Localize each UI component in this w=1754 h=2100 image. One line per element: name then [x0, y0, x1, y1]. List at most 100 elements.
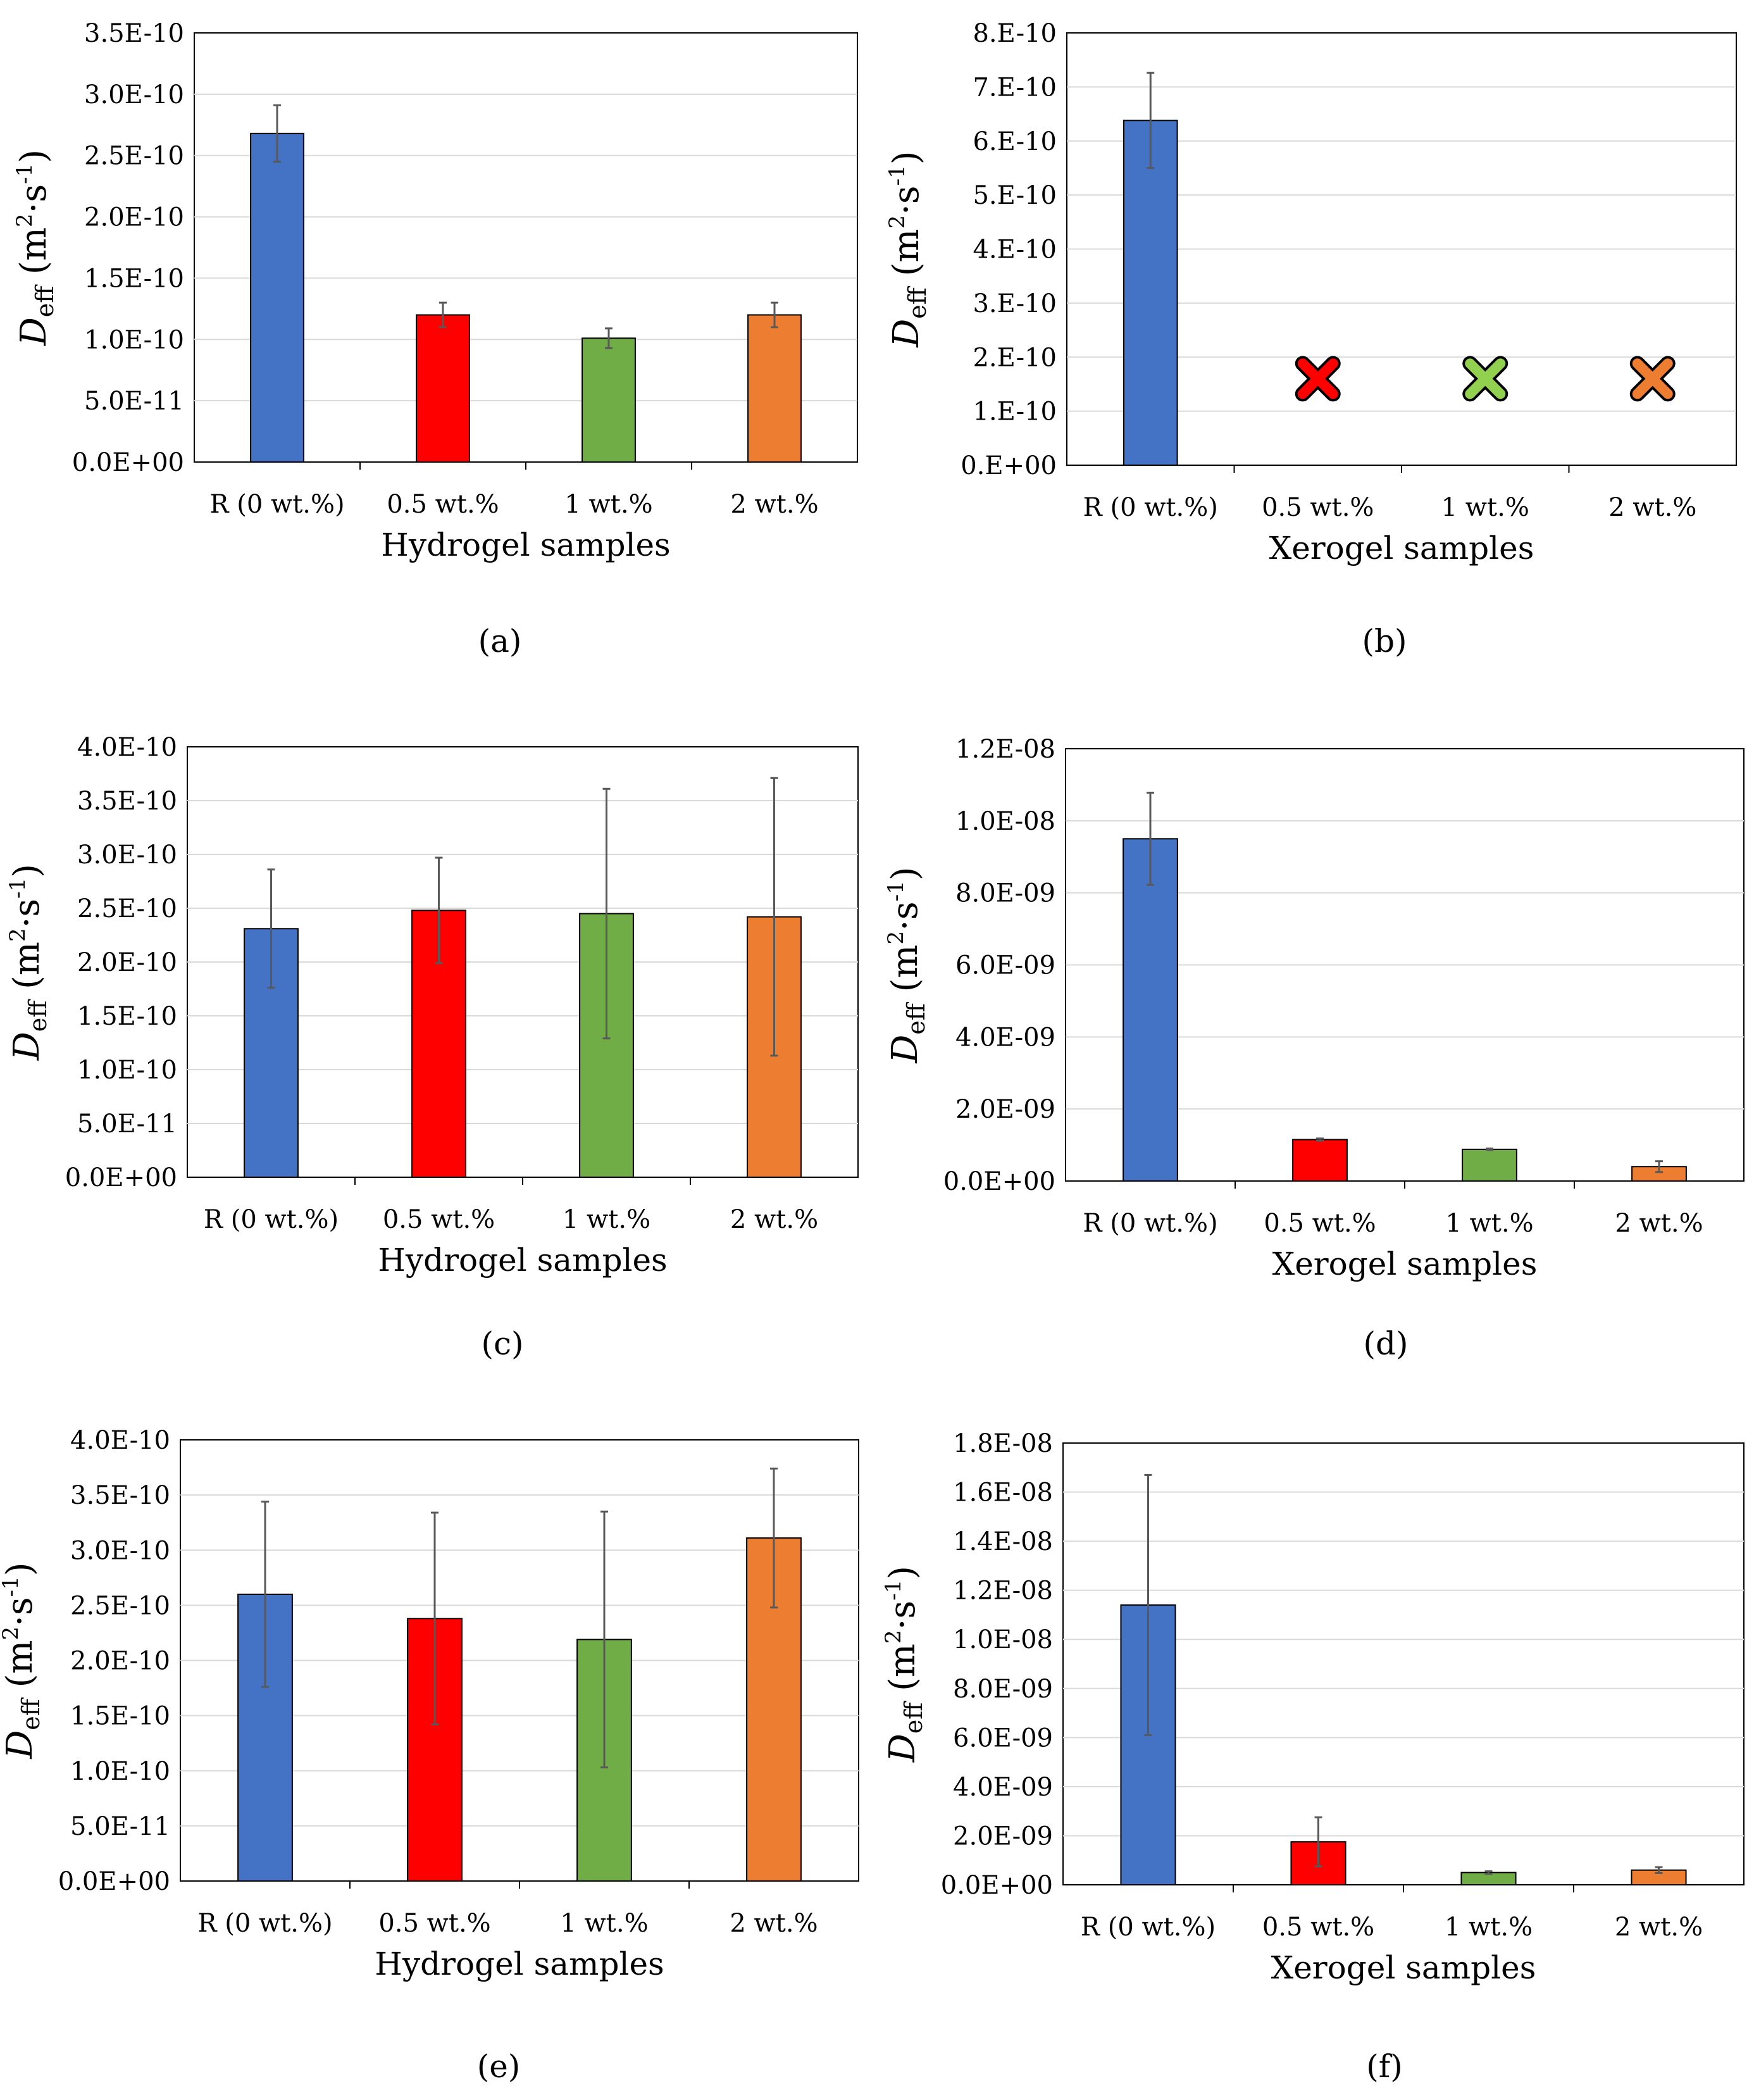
bar: [1462, 1148, 1517, 1182]
y-axis-title-main: D: [0, 1730, 40, 1759]
y-axis-title-unit-open: (m: [13, 227, 54, 286]
bar: [1123, 838, 1178, 1182]
y-tick-label: 1.2E-08: [953, 1577, 1053, 1606]
y-axis-title-sup1: 2: [881, 1630, 906, 1644]
y-axis-title-sub: eff: [17, 1697, 45, 1730]
y-tick-label: 1.2E-08: [955, 735, 1055, 764]
y-tick-label: 2.E-10: [973, 343, 1057, 372]
y-axis-title: Deff (m2·s-1): [12, 149, 59, 346]
panel-caption: (c): [481, 1325, 523, 1362]
y-tick-label: 1.0E-08: [953, 1625, 1053, 1654]
y-tick-label: 1.0E-10: [70, 1757, 170, 1786]
panel-b: 0.E+00 1.E-10 2.E-10 3.E-10 4.E-10 5.E-10 6.E-…: [885, 19, 1737, 659]
x-marker: [1297, 358, 1338, 399]
y-axis-title: Deff (m2·s-1): [0, 1562, 45, 1759]
x-tick-label: 1 wt.%: [564, 490, 652, 519]
bar: [1292, 1139, 1348, 1182]
x-axis-title: Xerogel samples: [1271, 1949, 1536, 1986]
y-axis-title-unit-mid: ·s: [882, 1601, 923, 1630]
y-axis-title-sup1: 2: [5, 928, 30, 942]
x-tick-label: 0.5 wt.%: [1262, 1913, 1374, 1942]
x-tick-label: 1 wt.%: [563, 1205, 650, 1234]
x-tick-label: 2 wt.%: [730, 490, 818, 519]
y-tick-label: 2.0E-10: [77, 948, 177, 977]
x-tick-label: 2 wt.%: [730, 1205, 818, 1234]
y-tick-label: 3.0E-10: [77, 841, 177, 870]
y-axis-title-sub: eff: [904, 285, 931, 318]
x-axis-title: Hydrogel samples: [375, 1946, 664, 1982]
y-tick-label: 8.0E-09: [955, 879, 1055, 908]
y-axis-title-unit-close: ): [886, 151, 927, 165]
y-axis-title-sup2: -1: [885, 165, 910, 185]
y-axis-title-unit-close: ): [882, 1566, 923, 1580]
plot-area: [1062, 1442, 1745, 1885]
y-tick-label: 4.0E-10: [70, 1426, 170, 1455]
y-tick-label: 2.5E-10: [84, 142, 184, 171]
bar: [582, 337, 636, 463]
y-tick-label: 5.0E-11: [84, 387, 184, 416]
y-axis-title: Deff (m2·s-1): [5, 864, 52, 1061]
x-marker: [1465, 358, 1506, 399]
x-tick-label: R (0 wt.%): [204, 1205, 339, 1234]
y-tick-label: 1.6E-08: [953, 1478, 1053, 1508]
y-axis-title-sub: eff: [24, 999, 52, 1032]
y-tick-label: 1.8E-08: [953, 1429, 1053, 1458]
y-tick-label: 4.0E-09: [955, 1023, 1055, 1052]
x-tick-label: 0.5 wt.%: [387, 490, 499, 519]
y-axis-title-unit-mid: ·s: [0, 1597, 40, 1627]
x-tick-label: 0.5 wt.%: [378, 1909, 490, 1938]
y-axis-title-sub: eff: [902, 1001, 930, 1034]
y-axis-title-unit-close: ): [13, 149, 54, 163]
y-axis-title-sub: eff: [900, 1701, 928, 1734]
x-tick-label: 1 wt.%: [1445, 1913, 1533, 1942]
y-axis-title-main: D: [885, 1035, 926, 1064]
y-axis-title-sub: eff: [31, 284, 59, 317]
panel-caption: (e): [477, 2048, 521, 2085]
panel-c: 0.0E+00 5.0E-11 1.0E-10 1.5E-10 2.0E-10 2.5E-…: [5, 733, 859, 1362]
y-tick-label: 0.0E+00: [65, 1163, 177, 1192]
y-tick-label: 1.0E-10: [77, 1056, 177, 1085]
y-tick-label: 2.0E-10: [84, 203, 184, 232]
y-axis-title-sup2: -1: [0, 1576, 23, 1597]
x-tick-label: 2 wt.%: [1615, 1913, 1703, 1942]
y-tick-label: 0.0E+00: [943, 1167, 1055, 1196]
y-tick-label: 1.5E-10: [70, 1702, 170, 1731]
y-tick-label: 3.5E-10: [70, 1481, 170, 1510]
y-tick-label: 0.0E+00: [72, 448, 184, 477]
x-tick-label: 0.5 wt.%: [1264, 1209, 1376, 1238]
panel-f: 0.0E+00 2.0E-09 4.0E-09 6.0E-09 8.0E-09 1.0E-…: [881, 1429, 1745, 2085]
x-tick-label: 0.5 wt.%: [1262, 493, 1374, 522]
bar: [747, 314, 802, 463]
x-tick-label: 1 wt.%: [1441, 493, 1529, 522]
y-tick-label: 1.5E-10: [77, 1002, 177, 1031]
y-axis-title-sup2: -1: [883, 880, 909, 901]
y-tick-label: 4.E-10: [973, 235, 1057, 265]
panel-e: 0.0E+00 5.0E-11 1.0E-10 1.5E-10 2.0E-10 2.5E-…: [0, 1426, 859, 2085]
y-axis-title-sup1: 2: [12, 213, 37, 227]
panel-caption: (d): [1363, 1325, 1408, 1362]
y-tick-label: 5.E-10: [973, 181, 1057, 210]
x-tick-label: 1 wt.%: [1445, 1209, 1533, 1238]
y-axis-title-unit-mid: ·s: [6, 899, 47, 928]
y-axis-title-unit-close: ): [0, 1562, 40, 1576]
x-axis-title: Hydrogel samples: [378, 1242, 667, 1278]
x-tick-label: 0.5 wt.%: [383, 1205, 495, 1234]
x-tick-label: R (0 wt.%): [1081, 1913, 1216, 1942]
y-axis-title: Deff (m2·s-1): [881, 1566, 928, 1763]
y-tick-label: 0.0E+00: [58, 1867, 170, 1896]
y-tick-label: 3.E-10: [973, 289, 1057, 318]
y-tick-label: 1.4E-08: [953, 1527, 1053, 1556]
y-tick-label: 1.0E-08: [955, 807, 1055, 836]
y-tick-label: 4.0E-10: [77, 733, 177, 762]
x-axis-title: Xerogel samples: [1272, 1246, 1538, 1282]
y-tick-label: 3.5E-10: [84, 19, 184, 48]
x-axis-title: Xerogel samples: [1269, 530, 1534, 566]
x-tick-label: R (0 wt.%): [1083, 1209, 1217, 1238]
x-tick-label: R (0 wt.%): [209, 490, 344, 519]
y-axis-title-unit-open: (m: [6, 942, 47, 1001]
y-axis-title: Deff (m2·s-1): [885, 151, 931, 347]
x-tick-label: 2 wt.%: [1615, 1209, 1703, 1238]
y-axis-title-sup1: 2: [0, 1627, 23, 1641]
y-axis-title: Deff (m2·s-1): [883, 866, 930, 1063]
